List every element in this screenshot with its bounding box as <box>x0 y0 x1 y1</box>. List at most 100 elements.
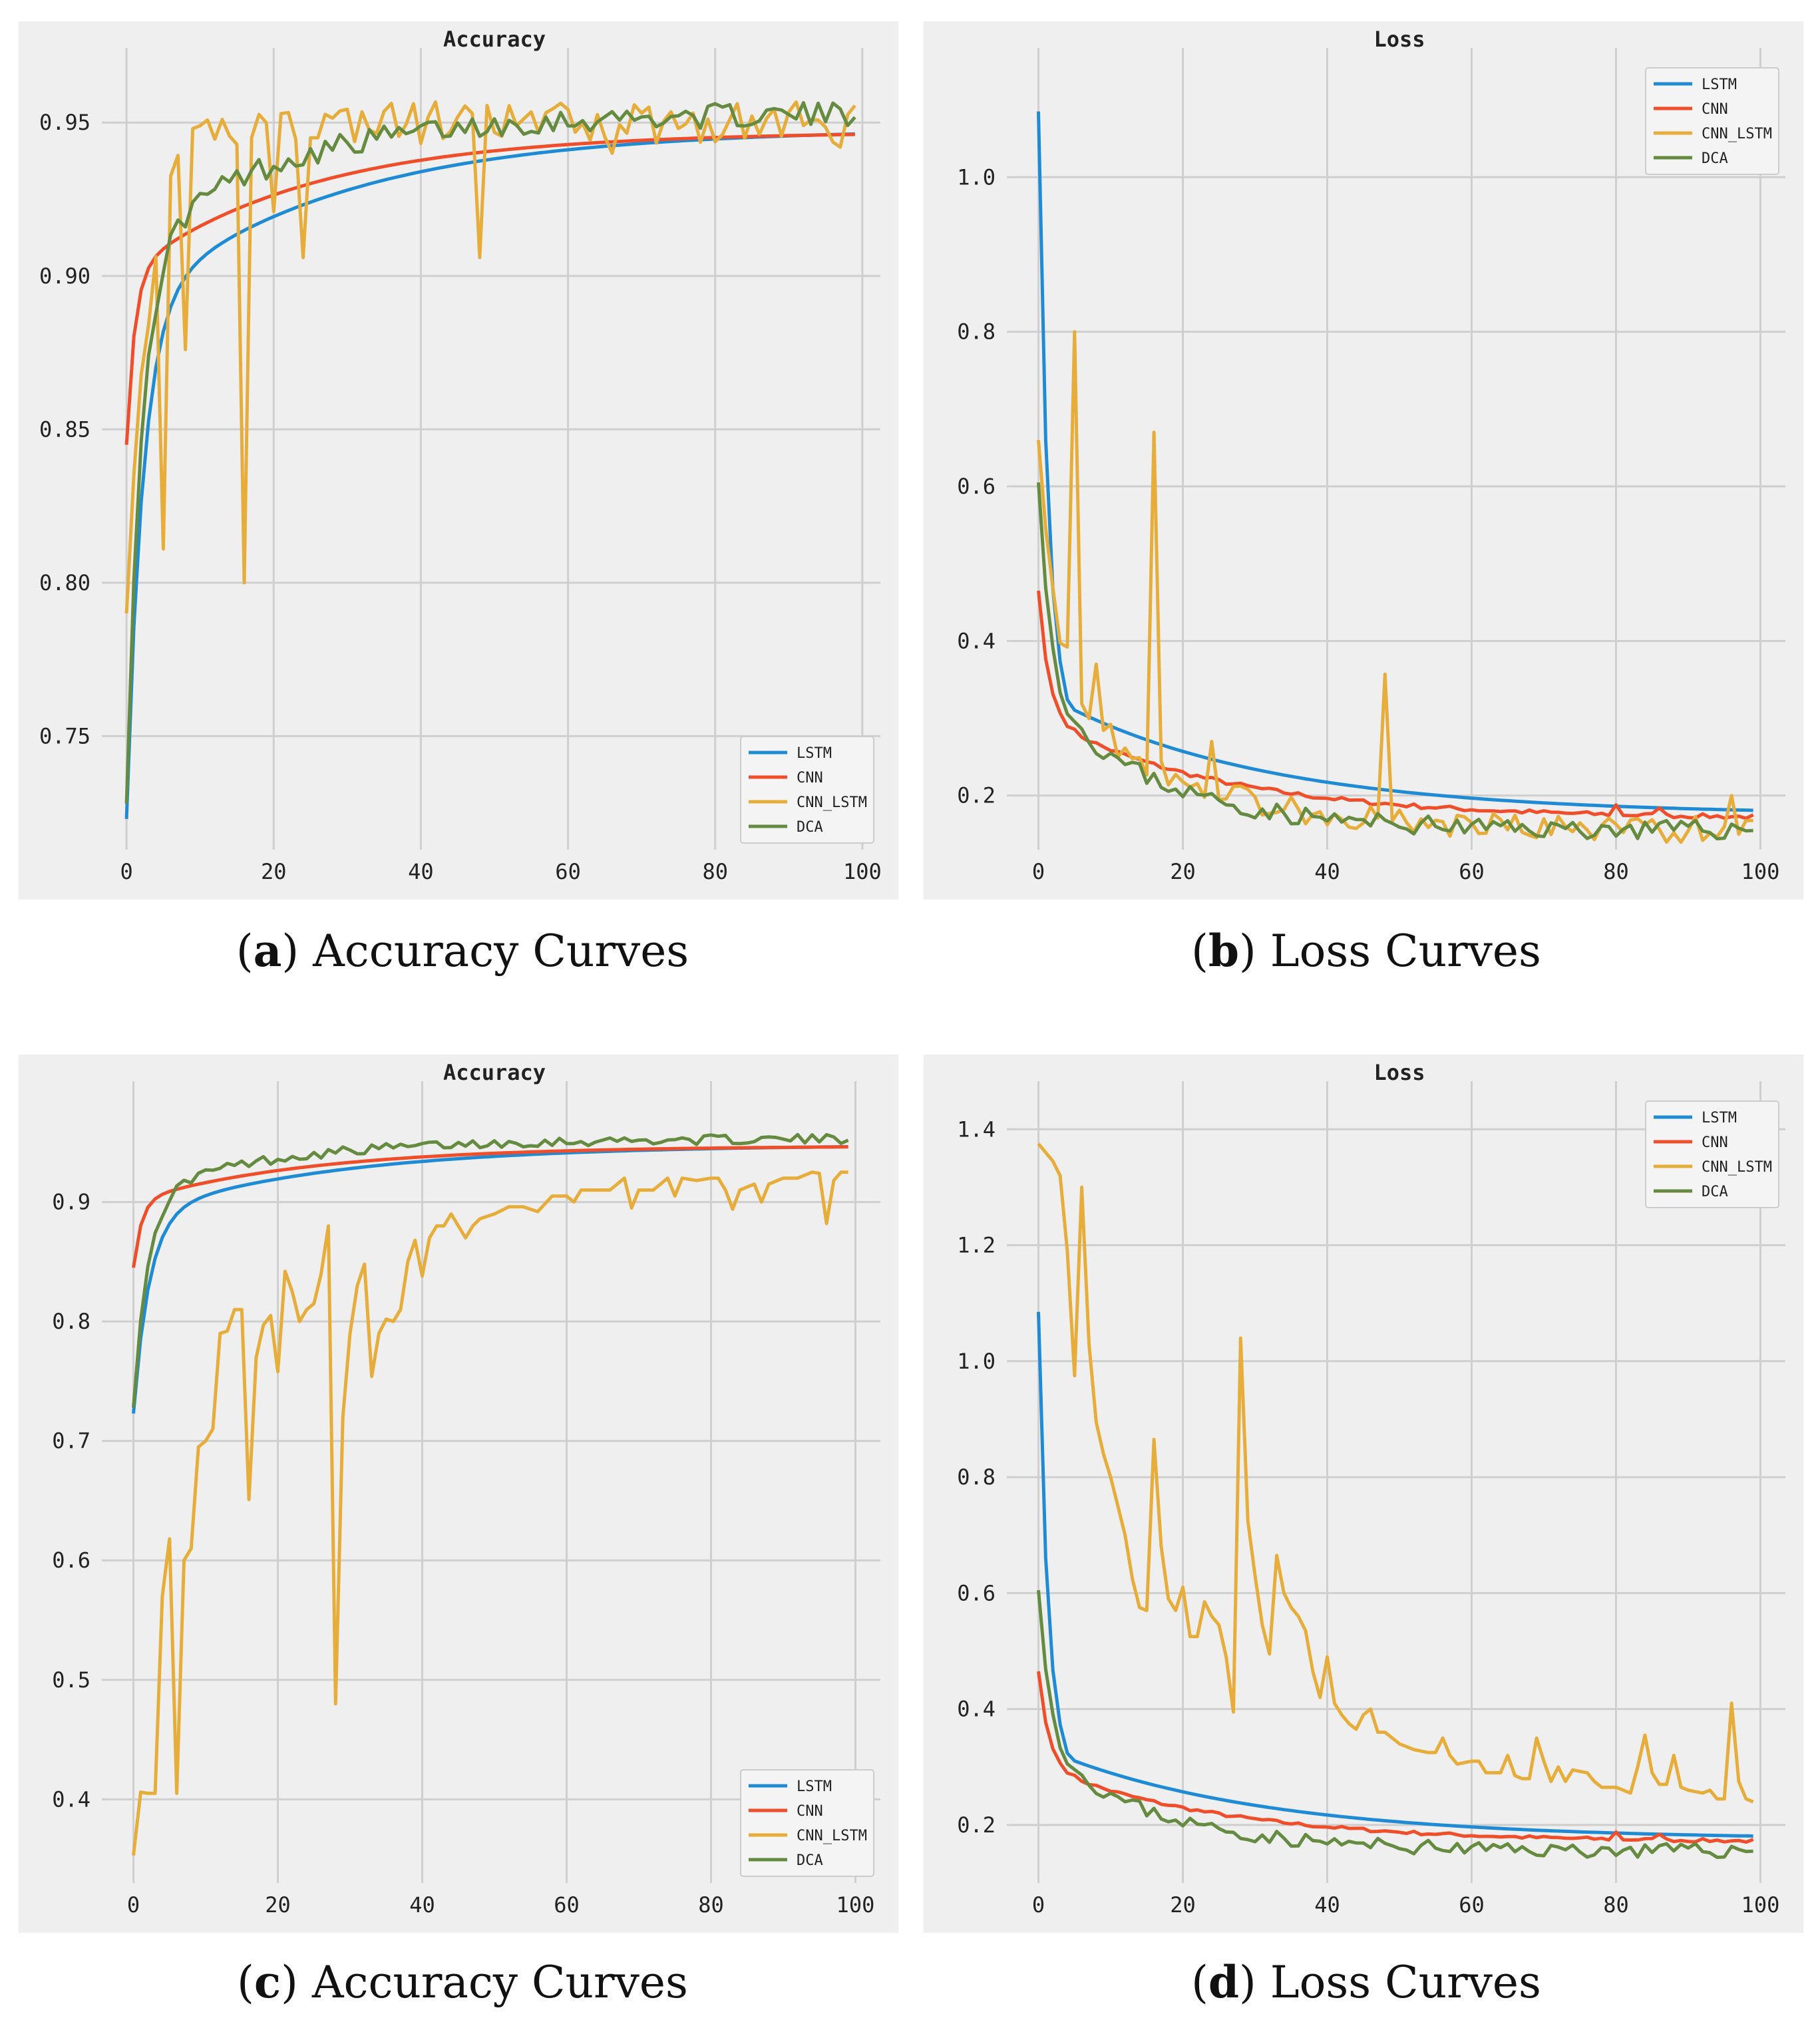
series-line-cnn <box>132 1145 848 1268</box>
panel-a: Accuracy 0 20 40 60 80 100 0.75 0.80 0.85 0.90 0.95… <box>19 21 898 900</box>
y-tick-label: 1.0 <box>957 164 996 190</box>
y-tick-label: 0.8 <box>957 1464 996 1490</box>
series-line-lstm <box>1037 1311 1753 1838</box>
legend-label: CNN <box>1702 101 1728 118</box>
legend-label: DCA <box>797 1852 823 1869</box>
chart-c: Accuracy 0 20 40 60 80 100 0.4 0.5 0.6 0.7 0.8 0.9 LS… <box>19 1055 898 1933</box>
x-tick-label: 60 <box>1459 1892 1485 1918</box>
legend-label: CNN <box>797 770 823 786</box>
series-line-cnn <box>124 132 855 445</box>
caption-d: (d) Loss Curves <box>1191 1956 1541 2008</box>
y-tick-label: 0.2 <box>957 783 996 808</box>
legend-label: LSTM <box>1702 77 1737 93</box>
y-tick-label: 0.4 <box>957 1697 996 1722</box>
x-tick-label: 40 <box>1314 1892 1340 1918</box>
y-tick-label: 0.4 <box>52 1786 91 1812</box>
series-line-dca <box>1037 482 1753 841</box>
legend-label: DCA <box>1702 150 1728 167</box>
legend: LSTM CNN CNN_LSTM DCA <box>1645 1100 1779 1208</box>
x-tick-label: 40 <box>409 1892 435 1918</box>
chart-b: Loss 0 20 40 60 80 100 0.2 0.4 0.6 0.8 1.0 LSTM CNN CN… <box>924 21 1803 900</box>
y-tick-label: 0.75 <box>39 723 91 749</box>
x-tick-label: 60 <box>1459 859 1485 884</box>
legend: LSTM CNN CNN_LSTM DCA <box>740 736 874 844</box>
x-tick-label: 100 <box>1741 859 1780 884</box>
chart-d: Loss 0 20 40 60 80 100 0.2 0.4 0.6 0.8 1.0 1.2 1.4 LST… <box>924 1055 1803 1933</box>
x-tick-label: 20 <box>1170 859 1196 884</box>
legend-label: DCA <box>1702 1184 1728 1200</box>
x-tick-label: 100 <box>843 859 882 884</box>
legend-label: DCA <box>797 819 823 836</box>
chart-title: Accuracy <box>443 1060 546 1085</box>
series-line-cnn <box>1037 590 1754 820</box>
chart-title: Loss <box>1373 1060 1425 1085</box>
legend: LSTM CNN CNN_LSTM DCA <box>1645 67 1779 175</box>
x-tick-label: 80 <box>1603 859 1629 884</box>
y-tick-label: 0.6 <box>957 1580 996 1605</box>
y-tick-label: 0.90 <box>39 263 91 289</box>
legend-label: CNN_LSTM <box>797 794 867 811</box>
legend-label: CNN <box>1702 1134 1728 1151</box>
y-tick-label: 0.6 <box>52 1548 91 1573</box>
x-tick-label: 0 <box>120 859 132 884</box>
series-line-cnn-lstm <box>1037 330 1753 844</box>
panel-b: Loss 0 20 40 60 80 100 0.2 0.4 0.6 0.8 1.0 LSTM CNN CN… <box>924 21 1803 900</box>
series-line-cnn-lstm <box>132 1170 848 1856</box>
legend-label: CNN_LSTM <box>1702 126 1772 142</box>
y-tick-label: 1.0 <box>957 1349 996 1374</box>
y-tick-label: 0.5 <box>52 1667 91 1693</box>
x-tick-label: 40 <box>1314 859 1340 884</box>
caption-a: (a) Accuracy Curves <box>236 925 689 977</box>
x-tick-label: 80 <box>702 859 728 884</box>
y-tick-label: 0.7 <box>52 1429 91 1454</box>
y-tick-label: 0.6 <box>957 474 996 499</box>
panel-d: Loss 0 20 40 60 80 100 0.2 0.4 0.6 0.8 1.0 1.2 1.4 LST… <box>924 1055 1803 1933</box>
y-tick-label: 0.4 <box>957 628 996 653</box>
legend-label: CNN_LSTM <box>1702 1159 1772 1176</box>
y-tick-label: 0.85 <box>39 417 91 442</box>
series-line-cnn-lstm <box>1037 1142 1754 1804</box>
legend-box <box>1645 67 1779 175</box>
x-tick-label: 100 <box>836 1892 875 1918</box>
legend-box <box>740 736 874 844</box>
x-tick-label: 60 <box>555 859 581 884</box>
x-tick-label: 80 <box>698 1892 724 1918</box>
y-tick-label: 0.95 <box>39 110 91 135</box>
x-tick-label: 80 <box>1603 1892 1629 1918</box>
legend-label: CNN_LSTM <box>797 1828 867 1844</box>
x-tick-label: 40 <box>408 859 434 884</box>
x-tick-label: 20 <box>265 1892 291 1918</box>
chart-a: Accuracy 0 20 40 60 80 100 0.75 0.80 0.85 0.90 0.95… <box>19 21 898 900</box>
panel-c: Accuracy 0 20 40 60 80 100 0.4 0.5 0.6 0.7 0.8 0.9 LS… <box>19 1055 898 1933</box>
caption-c: (c) Accuracy Curves <box>237 1956 688 2008</box>
legend: LSTM CNN CNN_LSTM DCA <box>740 1769 874 1877</box>
x-tick-label: 0 <box>1032 859 1045 884</box>
y-tick-label: 0.8 <box>957 319 996 345</box>
x-tick-label: 20 <box>1170 1892 1196 1918</box>
legend-label: LSTM <box>797 745 832 762</box>
y-tick-label: 0.8 <box>52 1309 91 1334</box>
caption-b: (b) Loss Curves <box>1191 925 1541 977</box>
x-tick-label: 0 <box>1032 1892 1045 1918</box>
series-line-dca <box>1037 1590 1753 1859</box>
chart-title: Loss <box>1373 27 1425 52</box>
y-tick-label: 1.4 <box>957 1116 996 1142</box>
x-tick-label: 20 <box>261 859 287 884</box>
y-tick-label: 0.2 <box>957 1812 996 1838</box>
chart-title: Accuracy <box>443 27 546 52</box>
series-line-dca <box>132 1132 849 1408</box>
legend-box <box>740 1769 874 1877</box>
series-line-cnn <box>1037 1671 1754 1844</box>
x-tick-label: 100 <box>1741 1892 1780 1918</box>
series-line-dca <box>124 100 856 804</box>
legend-label: LSTM <box>797 1778 832 1795</box>
legend-label: CNN <box>797 1803 823 1820</box>
legend-box <box>1645 1100 1779 1208</box>
y-tick-label: 0.80 <box>39 570 91 595</box>
x-tick-label: 60 <box>554 1892 580 1918</box>
series-line-lstm <box>1037 111 1753 812</box>
legend-label: LSTM <box>1702 1110 1737 1126</box>
y-tick-label: 1.2 <box>957 1233 996 1258</box>
x-tick-label: 0 <box>127 1892 140 1918</box>
y-tick-label: 0.9 <box>52 1190 91 1215</box>
